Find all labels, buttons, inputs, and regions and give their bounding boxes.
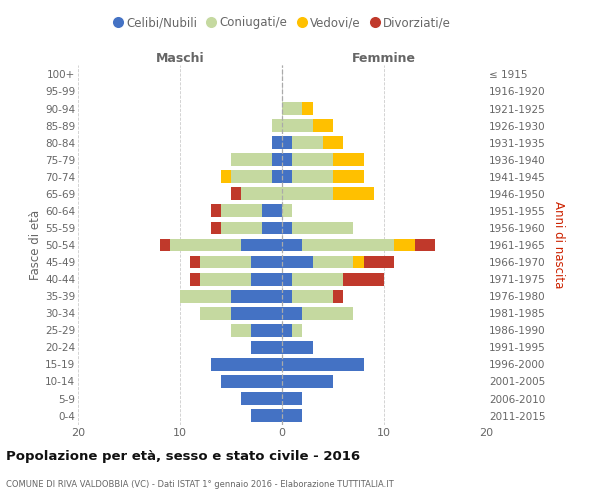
Bar xyxy=(302,238,394,252)
Bar xyxy=(333,170,364,183)
Bar xyxy=(251,324,282,336)
Bar xyxy=(282,375,333,388)
Bar xyxy=(200,272,251,285)
Bar xyxy=(292,154,333,166)
Bar xyxy=(282,324,292,336)
Text: Maschi: Maschi xyxy=(155,52,205,65)
Bar xyxy=(231,170,272,183)
Bar xyxy=(282,290,292,302)
Bar xyxy=(272,170,282,183)
Bar xyxy=(241,238,282,252)
Bar xyxy=(211,204,221,218)
Bar xyxy=(282,154,292,166)
Bar xyxy=(262,204,282,218)
Bar xyxy=(292,170,333,183)
Bar xyxy=(272,119,282,132)
Bar xyxy=(272,136,282,149)
Text: Femmine: Femmine xyxy=(352,52,416,65)
Bar xyxy=(190,272,200,285)
Bar xyxy=(333,290,343,302)
Bar xyxy=(343,272,384,285)
Bar xyxy=(282,102,302,115)
Bar xyxy=(282,307,302,320)
Bar xyxy=(282,136,292,149)
Bar xyxy=(231,188,241,200)
Bar xyxy=(282,204,292,218)
Text: Popolazione per età, sesso e stato civile - 2016: Popolazione per età, sesso e stato civil… xyxy=(6,450,360,463)
Bar xyxy=(302,102,313,115)
Bar xyxy=(282,119,313,132)
Bar xyxy=(282,409,302,422)
Bar xyxy=(333,154,364,166)
Bar xyxy=(160,238,170,252)
Bar xyxy=(170,238,241,252)
Bar xyxy=(313,256,353,268)
Bar xyxy=(251,256,282,268)
Bar xyxy=(262,222,282,234)
Bar xyxy=(292,272,343,285)
Bar xyxy=(272,154,282,166)
Bar xyxy=(251,272,282,285)
Text: COMUNE DI RIVA VALDOBBIA (VC) - Dati ISTAT 1° gennaio 2016 - Elaborazione TUTTIT: COMUNE DI RIVA VALDOBBIA (VC) - Dati IST… xyxy=(6,480,394,489)
Bar xyxy=(251,341,282,354)
Bar xyxy=(364,256,394,268)
Bar xyxy=(282,272,292,285)
Legend: Celibi/Nubili, Coniugati/e, Vedovi/e, Divorziati/e: Celibi/Nubili, Coniugati/e, Vedovi/e, Di… xyxy=(109,12,455,34)
Bar xyxy=(282,341,313,354)
Bar xyxy=(353,256,364,268)
Bar xyxy=(282,170,292,183)
Bar xyxy=(282,256,313,268)
Bar xyxy=(180,290,231,302)
Y-axis label: Fasce di età: Fasce di età xyxy=(29,210,42,280)
Bar xyxy=(323,136,343,149)
Bar xyxy=(394,238,415,252)
Bar xyxy=(231,324,251,336)
Bar xyxy=(415,238,435,252)
Bar xyxy=(200,307,231,320)
Bar xyxy=(221,222,262,234)
Bar xyxy=(292,136,323,149)
Bar xyxy=(292,324,302,336)
Bar xyxy=(313,119,333,132)
Bar xyxy=(200,256,251,268)
Y-axis label: Anni di nascita: Anni di nascita xyxy=(552,202,565,288)
Bar xyxy=(282,358,364,371)
Bar xyxy=(231,154,272,166)
Bar xyxy=(282,238,302,252)
Bar xyxy=(282,392,302,405)
Bar xyxy=(231,307,282,320)
Bar xyxy=(231,290,282,302)
Bar xyxy=(292,290,333,302)
Bar xyxy=(221,375,282,388)
Bar xyxy=(251,409,282,422)
Bar xyxy=(211,358,282,371)
Bar xyxy=(282,222,292,234)
Bar xyxy=(211,222,221,234)
Bar xyxy=(302,307,353,320)
Bar xyxy=(282,188,333,200)
Bar xyxy=(292,222,353,234)
Bar xyxy=(221,204,262,218)
Bar xyxy=(221,170,231,183)
Bar xyxy=(241,188,282,200)
Bar xyxy=(241,392,282,405)
Bar xyxy=(190,256,200,268)
Bar xyxy=(333,188,374,200)
